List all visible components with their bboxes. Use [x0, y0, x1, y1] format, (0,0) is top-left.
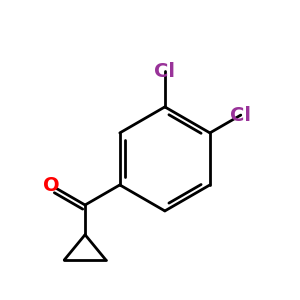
- Text: O: O: [43, 176, 59, 195]
- Text: Cl: Cl: [230, 106, 251, 124]
- Text: Cl: Cl: [154, 62, 176, 81]
